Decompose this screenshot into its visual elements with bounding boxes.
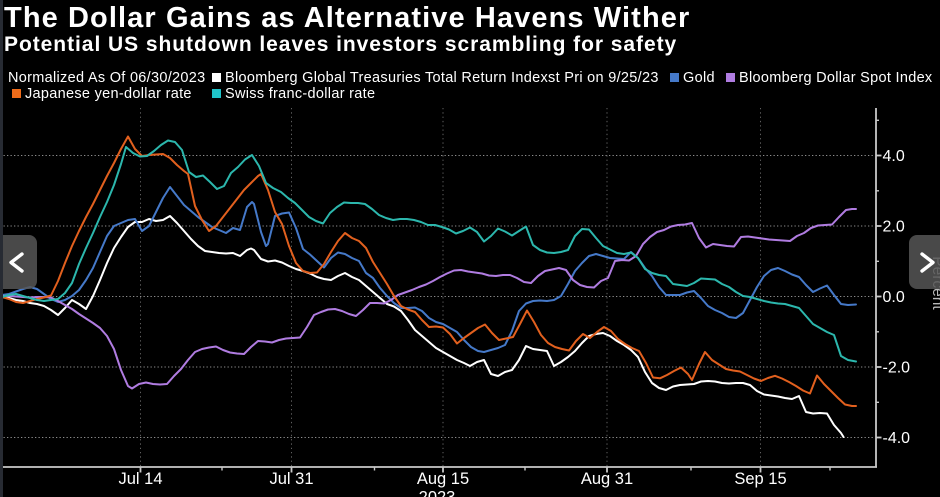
svg-text:0.0: 0.0 (883, 289, 905, 306)
svg-text:Jul 31: Jul 31 (269, 470, 313, 488)
svg-text:Aug 15: Aug 15 (417, 470, 469, 488)
svg-text:Sep 15: Sep 15 (734, 470, 786, 488)
svg-text:-4.0: -4.0 (883, 430, 911, 447)
svg-text:4.0: 4.0 (883, 148, 905, 165)
svg-text:2.0: 2.0 (883, 219, 905, 236)
svg-text:Jul 14: Jul 14 (118, 470, 162, 488)
svg-text:2023: 2023 (419, 489, 456, 497)
svg-text:-2.0: -2.0 (883, 360, 911, 377)
svg-text:Aug 31: Aug 31 (581, 470, 633, 488)
